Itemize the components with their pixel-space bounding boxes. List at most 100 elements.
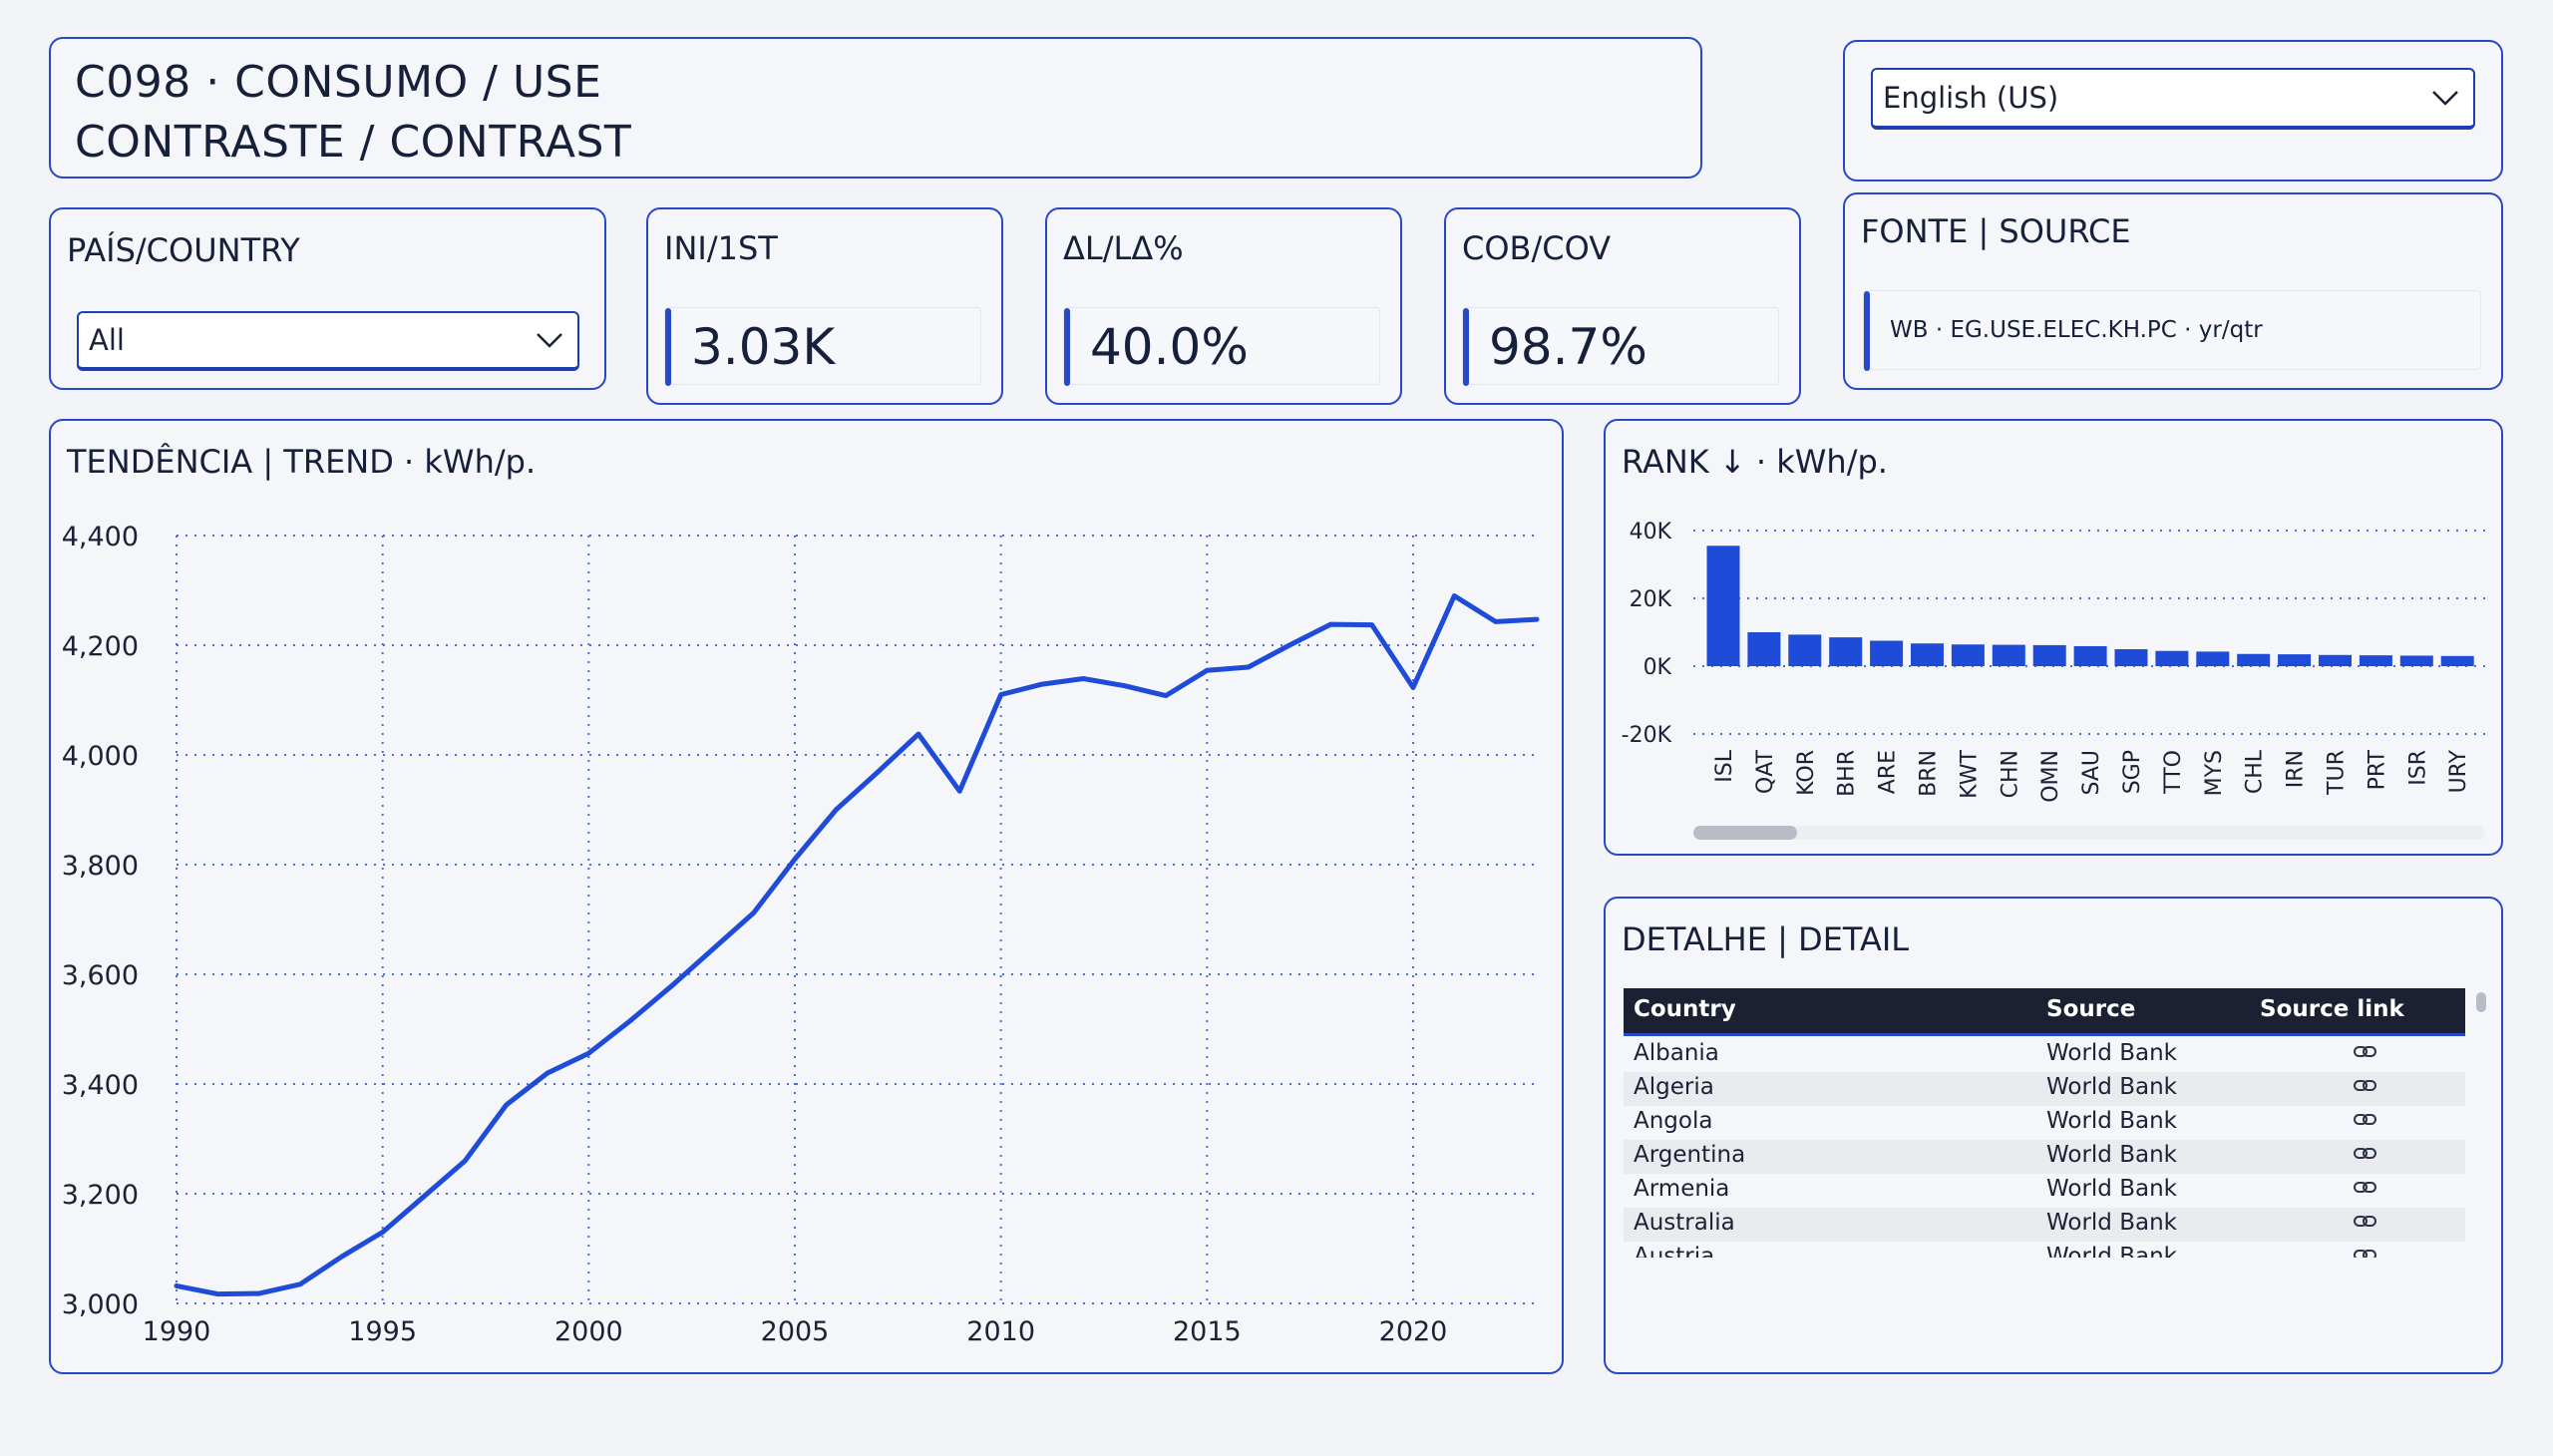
x-tick-label: URY [2446,749,2471,793]
table-row[interactable]: Austria World Bank [1624,1242,2465,1258]
table-row[interactable]: Armenia World Bank [1624,1174,2465,1208]
page-title-line2: CONTRASTE / CONTRAST [75,117,632,168]
source-box: WB · EG.USE.ELEC.KH.PC · yr/qtr [1863,290,2481,371]
link-icon[interactable] [2353,1248,2378,1258]
trend-data-point[interactable] [334,1250,348,1264]
bar-mys[interactable] [2196,651,2230,666]
rank-scrollbar-thumb[interactable] [1693,826,1797,840]
bar-kwt[interactable] [1951,644,1985,666]
x-tick-label: ISL [1712,749,1737,782]
kpi-card-initial: INI/1ST 3.03K [646,207,1003,405]
y-tick-label: 4,000 [62,741,139,772]
trend-data-point[interactable] [994,688,1008,702]
bar-sau[interactable] [2073,645,2107,666]
trend-data-point[interactable] [581,1046,595,1060]
table-row[interactable]: Angola World Bank [1624,1106,2465,1140]
bar-irn[interactable] [2278,654,2312,666]
table-row[interactable]: Algeria World Bank [1624,1072,2465,1106]
bar-tto[interactable] [2155,650,2189,666]
trend-series-line[interactable] [174,593,1540,1297]
trend-data-point[interactable] [871,766,885,780]
y-tick-label: 3,800 [62,851,139,882]
trend-data-point[interactable] [1447,589,1461,603]
link-icon[interactable] [2353,1044,2378,1060]
trend-data-point[interactable] [500,1098,514,1112]
table-row[interactable]: Australia World Bank [1624,1208,2465,1242]
trend-data-point[interactable] [541,1066,554,1080]
rank-scrollbar-track[interactable] [1693,826,2485,840]
bar-chl[interactable] [2237,653,2271,666]
y-tick-label: 3,600 [62,960,139,991]
column-header-source-link[interactable]: Source link [2260,996,2404,1022]
trend-data-point[interactable] [417,1190,431,1204]
trend-data-point[interactable] [705,942,719,956]
trend-data-point[interactable] [1365,618,1379,632]
trend-data-point[interactable] [252,1286,266,1300]
column-header-country[interactable]: Country [1634,996,1736,1022]
bar-brn[interactable] [1911,643,1944,666]
bar-chn[interactable] [1992,644,2025,666]
trend-data-point[interactable] [1406,680,1420,694]
kpi-accent-bar [1064,308,1070,386]
country-dropdown[interactable]: All [77,311,579,371]
bar-kor[interactable] [1788,634,1822,666]
table-row[interactable]: Argentina World Bank [1624,1140,2465,1174]
kpi-accent-bar [1463,308,1469,386]
trend-data-point[interactable] [170,1278,183,1292]
trend-data-point[interactable] [1035,677,1049,691]
trend-data-point[interactable] [912,727,925,741]
trend-data-point[interactable] [747,906,761,919]
link-icon[interactable] [2353,1180,2378,1196]
trend-data-point[interactable] [1530,612,1544,626]
rank-chart: 40K 20K 0K -20K ISL QAT KOR BHR ARE BRN KWT CHN OMN S… [1622,520,2485,803]
bar-isr[interactable] [2399,655,2433,666]
trend-data-point[interactable] [952,784,966,798]
link-icon[interactable] [2353,1214,2378,1230]
bar-omn[interactable] [2032,644,2066,666]
kpi-box: 98.7% [1462,307,1779,386]
table-scrollbar-thumb[interactable] [2476,992,2486,1012]
y-tick-label: 4,400 [62,522,139,552]
trend-data-point[interactable] [1489,614,1503,628]
link-icon[interactable] [2353,1078,2378,1094]
trend-data-point[interactable] [829,803,843,817]
trend-data-point[interactable] [458,1154,472,1168]
link-icon[interactable] [2353,1112,2378,1128]
x-tick-label: IRN [2284,750,2309,788]
bar-sgp[interactable] [2114,649,2148,666]
trend-data-point[interactable] [1159,689,1173,703]
trend-data-point[interactable] [664,979,678,993]
bar-qat[interactable] [1747,632,1781,666]
x-tick-label: 2020 [1379,1316,1448,1347]
cell-source: World Bank [2046,1074,2177,1100]
trend-data-point[interactable] [1076,672,1090,686]
detail-card: DETALHE | DETAIL Country Source Source l… [1604,897,2503,1374]
bar-tur[interactable] [2319,654,2352,666]
cell-source: World Bank [2046,1108,2177,1134]
cell-country: Armenia [1634,1176,1730,1202]
trend-data-point[interactable] [376,1226,390,1240]
trend-data-point[interactable] [210,1287,224,1301]
bar-bhr[interactable] [1829,637,1863,666]
table-row[interactable]: Albania World Bank [1624,1038,2465,1072]
trend-data-point[interactable] [1323,617,1337,631]
language-dropdown[interactable]: English (US) [1871,68,2475,130]
trend-data-point[interactable] [788,853,802,867]
trend-data-point[interactable] [293,1277,307,1291]
bar-are[interactable] [1870,640,1904,667]
table-body: Albania World Bank Algeria World Bank Angola… [1606,1038,2501,1258]
rank-card: RANK ↓ · kWh/p. 40K 20K 0K -20K ISL QAT KOR BHR… [1604,419,2503,856]
bar-prt[interactable] [2359,655,2392,666]
trend-data-point[interactable] [623,1014,637,1028]
kpi-card-coverage: COB/COV 98.7% [1444,207,1801,405]
trend-data-point[interactable] [1200,663,1214,677]
trend-data-point[interactable] [1118,679,1132,693]
x-tick-label: KOR [1794,750,1819,796]
bar-ury[interactable] [2440,655,2474,666]
trend-data-point[interactable] [1242,660,1256,674]
source-accent-bar [1864,291,1870,371]
link-icon[interactable] [2353,1146,2378,1162]
column-header-source[interactable]: Source [2046,996,2136,1022]
trend-data-point[interactable] [1282,638,1296,652]
bar-isl[interactable] [1706,546,1740,666]
